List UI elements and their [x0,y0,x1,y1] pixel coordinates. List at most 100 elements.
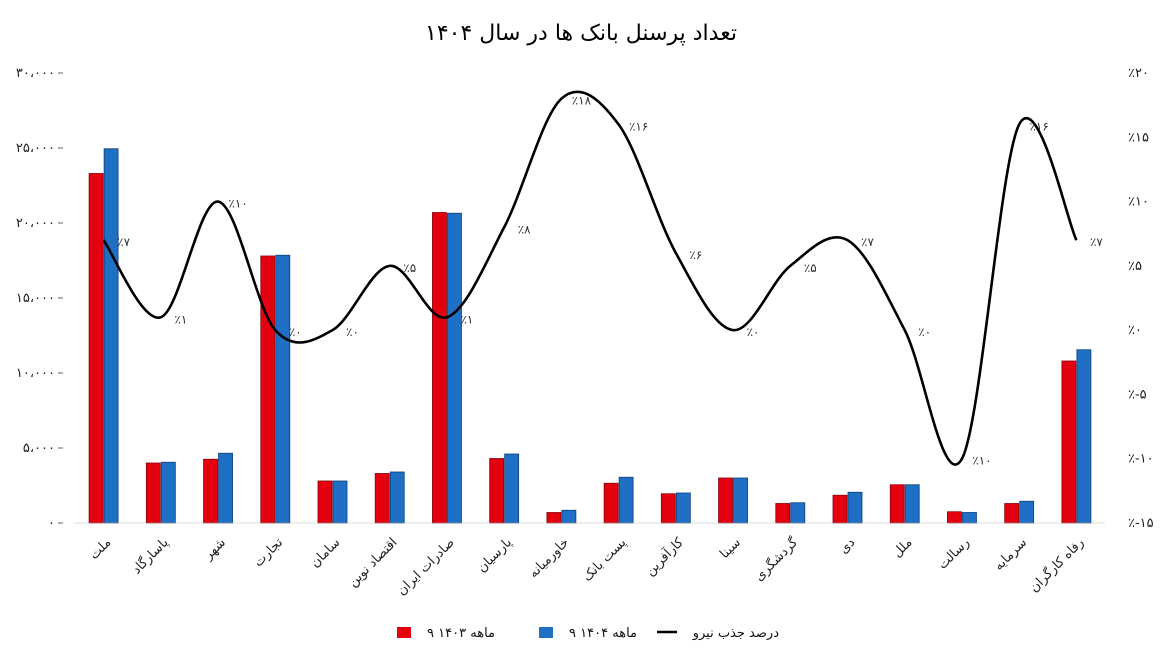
category-label-0: ملت [87,535,115,563]
growth-line [102,90,1078,466]
bar-prev-1 [145,462,161,524]
bar-prev-6 [432,212,447,524]
right-tick-label: ٪۲۰ [1128,66,1149,81]
left-tick-label: ۰ [48,516,55,531]
left-tick-label: ۵،۰۰۰ [23,441,55,456]
bar-curr-7 [504,453,520,524]
bar-curr-2 [218,452,233,524]
category-label-8: خاورمیانه [526,535,572,581]
line-point-label-9: ٪۱۶ [629,119,648,133]
bar-curr-14 [904,484,920,524]
line-point-label-17: ٪۷ [1090,235,1103,249]
line-point-label-11: ٪۰ [747,325,760,339]
category-label-14: ملل [890,535,916,561]
bar-curr-1 [160,461,176,524]
bar-prev-11 [718,477,733,524]
bar-series-group [75,148,1105,524]
bar-prev-7 [489,458,505,524]
bar-curr-8 [561,509,577,524]
category-label-6: صادرات ایران [394,535,457,598]
category-label-9: پست بانک [580,535,630,585]
bar-curr-9 [618,476,634,524]
category-label-15: رسالت [935,535,972,572]
right-tick-label: ٪۰ [1128,323,1142,338]
line-series-group: ٪۷ ٪۱ ٪۱۰ ٪۰ ٪۰ ٪۵ ٪۱ ٪۸ ٪۱۸ ٪۱۶ ٪۶ ٪۰ ٪۵ ٪۷ ٪۰ ٪۱۰ ٪۱۶ ٪… [102,90,1103,468]
right-tick-label: ٪-۱۵ [1128,516,1154,531]
left-tick-label: ۱۵،۰۰۰ [16,291,55,306]
right-tick-label: ٪۱۰ [1128,195,1149,210]
category-label-5: اقتصاد نوین [346,535,401,590]
category-label-3: تجارت [251,535,286,570]
legend-label-2: درصد جذب نیرو [692,626,779,641]
chart-title: تعداد پرسنل بانک ها در سال ۱۴۰۴ [425,21,737,46]
bar-prev-0 [88,173,104,524]
line-point-label-14: ٪۰ [918,325,931,339]
category-label-17: رفاه کارگران [1026,535,1087,596]
bar-curr-12 [790,502,806,524]
line-point-label-3: ٪۰ [289,325,302,339]
left-tick-label: ۲۵،۰۰۰ [16,141,55,156]
left-y-axis: ۰ ۵،۰۰۰ ۱۰،۰۰۰ ۱۵،۰۰۰ ۲۰،۰۰۰ ۲۵،۰۰۰ ۳۰،۰۰۰ [16,66,63,531]
bar-prev-17 [1061,360,1077,524]
left-tick-label: ۱۰،۰۰۰ [16,366,55,381]
line-point-label-6: ٪۱ [460,312,473,326]
bar-curr-15 [962,512,977,524]
bar-curr-3 [275,254,291,524]
right-y-axis: ٪-۱۵ ٪-۱۰ ٪-۵ ٪۰ ٪۵ ٪۱۰ ٪۱۵ ٪۲۰ [1128,66,1154,531]
category-label-11: سینا [717,535,744,562]
line-point-label-10: ٪۶ [689,248,702,262]
category-label-16: سرمایه [991,535,1030,574]
bar-prev-2 [203,458,218,524]
line-point-label-12: ٪۵ [804,261,817,275]
bar-prev-13 [832,494,848,524]
bar-curr-4 [332,480,348,524]
line-point-label-8: ٪۱۸ [572,94,592,108]
bar-prev-4 [317,480,333,524]
bar-prev-14 [889,484,905,524]
line-point-label-13: ٪۷ [861,235,874,249]
bar-prev-16 [1004,503,1020,524]
right-tick-label: ٪-۵ [1128,387,1147,402]
bar-curr-13 [847,491,863,524]
bar-curr-17 [1076,349,1092,524]
bar-prev-5 [374,473,390,524]
category-label-4: سامان [308,535,344,571]
category-label-12: گردشگری [751,534,801,584]
left-tick-label: ۲۰،۰۰۰ [16,216,55,231]
category-label-10: کارآفرین [641,533,687,579]
bar-curr-16 [1019,500,1035,524]
bar-curr-0 [103,148,119,524]
bar-prev-10 [660,493,676,524]
line-point-label-1: ٪۱ [174,312,187,326]
line-point-label-4: ٪۰ [346,325,359,339]
bar-curr-6 [447,212,462,524]
legend-swatch-0 [397,627,411,638]
line-point-label-16: ٪۱۶ [1029,119,1048,133]
category-label-1: پاسارگاد [129,534,172,577]
line-point-label-7: ٪۸ [518,222,531,236]
right-tick-label: ٪۱۵ [1128,130,1149,145]
right-tick-label: ٪-۱۰ [1128,452,1154,467]
bar-prev-3 [260,255,276,524]
legend-label-1: ۹ ماهه ۱۴۰۴ [569,626,637,641]
bar-curr-10 [675,492,691,524]
line-point-label-2: ٪۱۰ [228,197,247,211]
legend: ۹ ماهه ۱۴۰۳ ۹ ماهه ۱۴۰۴ درصد جذب نیرو [397,626,779,641]
legend-swatch-1 [539,627,553,638]
bar-prev-9 [603,482,619,524]
line-point-label-0: ٪۷ [117,235,130,249]
legend-label-0: ۹ ماهه ۱۴۰۳ [427,626,495,641]
bar-curr-11 [733,477,748,524]
category-labels: ملت پاسارگاد شهر تجارت سامان اقتصاد نوینصادرا… [87,533,1087,598]
category-label-13: دی [836,535,858,557]
bar-curr-5 [389,471,405,524]
category-label-7: پارسیان [475,535,516,576]
line-point-label-5: ٪۵ [403,261,416,275]
bar-prev-12 [775,503,791,524]
bar-prev-8 [546,512,562,524]
bar-prev-15 [947,511,962,524]
line-point-label-15: ٪۱۰ [972,454,991,468]
category-label-2: شهر [201,535,229,563]
